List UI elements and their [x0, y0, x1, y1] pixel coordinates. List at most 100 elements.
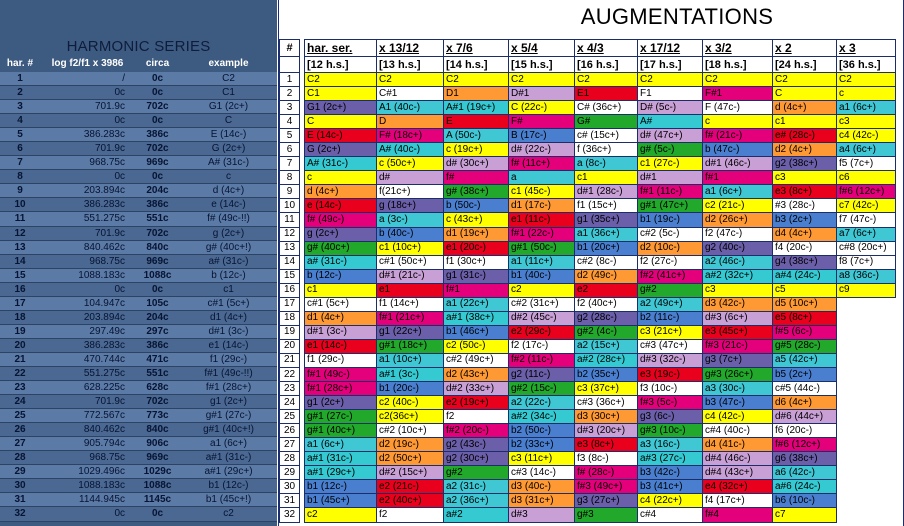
harmonic-series-rows: 1/0c C2 2 0c 0c C1 3 701.9c 702c G1 (2c+) 4 0c 0c C 5 3… — [0, 72, 277, 522]
note-cell: c2 — [508, 282, 575, 298]
note-cell: d#1 — [637, 170, 703, 186]
note-cell: e3 (45c+) — [702, 324, 773, 340]
har-number: 31 — [14, 494, 26, 506]
augmentation-row: 8 c d# f# a c1 d#1 f#1 c3 c6 — [279, 170, 896, 186]
note-cell: C2 — [772, 71, 837, 88]
note-cell: F# — [508, 114, 575, 130]
note-cell: f# (21c-) — [702, 128, 773, 144]
note-cell: c (50c+) — [376, 156, 444, 172]
note-cell: c1 — [772, 114, 837, 130]
note-cell: c#5 (44c-) — [772, 381, 837, 397]
note-cell: c6 — [836, 170, 896, 186]
note-cell: c1 (27c-) — [637, 156, 703, 172]
circa-value: 702c — [146, 101, 169, 113]
circa-value: 551c — [146, 367, 169, 379]
harmonic-series-panel: HARMONIC SERIES har. # log f2/f1 x 3986 … — [0, 0, 277, 526]
note-cell — [836, 367, 896, 382]
log-ratio: 772.567c — [83, 410, 125, 422]
note-cell: g1 (31c-) — [443, 268, 509, 284]
column-subheader: [18 h.s.] — [702, 56, 773, 73]
note-cell: d2 (4c+) — [772, 142, 837, 158]
note-cell: f6 (20c-) — [772, 423, 837, 439]
note-cell: c#1 (5c+) — [304, 296, 377, 312]
note-cell: e2 (21c-) — [376, 479, 444, 495]
note-cell: c (43c+) — [443, 212, 509, 228]
example-note: c#1 (5c+) — [207, 297, 250, 309]
harmonic-series-title: HARMONIC SERIES — [66, 38, 211, 55]
note-cell: g (18c+) — [376, 198, 444, 214]
note-cell — [836, 381, 896, 396]
row-index: 9 — [279, 184, 300, 200]
spacer — [299, 381, 305, 396]
note-cell: c#3 (47c+) — [637, 338, 703, 354]
log-ratio: 701.9c — [94, 227, 125, 239]
note-cell — [836, 353, 896, 368]
note-cell: d# (30c+) — [443, 156, 509, 172]
augmentation-row: 12 g (2c+) b (40c-) d1 (19c+) f#1 (22c-) a1 (… — [279, 226, 896, 242]
note-cell: g4 (38c+) — [772, 254, 837, 270]
note-cell: a4 (6c+) — [836, 142, 896, 158]
note-cell: g# (38c+) — [443, 184, 509, 200]
note-cell: #3 (28c-) — [772, 198, 837, 214]
row-index: 14 — [279, 254, 300, 270]
note-cell: g#1 (40c+) — [304, 423, 377, 439]
circa-value: 0c — [151, 73, 164, 84]
note-cell: c2 (21c-) — [702, 198, 773, 214]
note-cell: g# (40c+) — [304, 240, 377, 256]
row-index: 2 — [279, 86, 300, 102]
spacer — [299, 72, 305, 87]
har-number: 25 — [14, 410, 26, 422]
note-cell: d2 (10c-) — [637, 240, 703, 256]
note-cell: d3 (31c+) — [508, 493, 575, 509]
spacer — [299, 353, 305, 368]
note-cell: b3 (2c+) — [772, 212, 837, 228]
example-note: a#1 (29c+) — [204, 466, 253, 478]
example-note: d (4c+) — [212, 185, 245, 197]
spacer — [299, 423, 305, 438]
circa-value: 0c — [151, 115, 164, 127]
spacer — [299, 114, 305, 129]
note-cell: e2 (40c+) — [376, 493, 444, 509]
note-cell: a2 (49c+) — [637, 296, 703, 312]
column-subheader: [16 h.s.] — [574, 56, 638, 73]
header-har-number: har. # — [6, 58, 34, 69]
note-cell: g#3 (10c-) — [637, 423, 703, 439]
note-cell: g2 (43c-) — [443, 437, 509, 453]
log-ratio: 386.283c — [83, 199, 125, 211]
harmonic-row: 28 968.75c 969c a#1 (31c-) — [0, 451, 277, 466]
circa-value: 1088c — [143, 269, 172, 281]
note-cell: d (4c+) — [772, 100, 837, 116]
row-index: 30 — [279, 479, 300, 495]
log-ratio: 840.462c — [83, 424, 125, 436]
row-index: 7 — [279, 156, 300, 172]
log-ratio: 0c — [114, 171, 125, 183]
note-cell: d#3 (32c-) — [637, 352, 703, 368]
note-cell: f#2 (20c-) — [443, 423, 509, 439]
note-cell: c# (15c+) — [574, 128, 638, 144]
harmonic-row: 16 0c 0c c1 — [0, 282, 277, 297]
spacer — [299, 156, 305, 171]
note-cell: C2 — [376, 71, 444, 88]
note-cell: d#3 (20c+) — [574, 423, 638, 439]
example-note: a1 (6c+) — [210, 438, 247, 450]
note-cell: b6 (10c-) — [772, 493, 837, 509]
augmentation-row: 13 g# (40c+) c1 (10c+) e1 (20c-) g#1 (50c-) b… — [279, 240, 896, 256]
augmentation-row: 22 f#1 (49c-) a#1 (3c-) d2 (43c+) g2 (11c-) b… — [279, 366, 896, 383]
note-cell: d#1 (46c-) — [702, 156, 773, 172]
har-number: 32 — [14, 508, 26, 520]
augmentation-row: 11 f# (49c-) a (3c-) c (43c+) e1 (11c-) g1 (3… — [279, 212, 896, 228]
note-cell: c#2 (8c-) — [574, 254, 638, 270]
circa-value: 386c — [146, 129, 169, 141]
note-cell — [836, 325, 896, 340]
har-number: 1 — [17, 73, 23, 84]
log-ratio: 968.75c — [89, 255, 125, 267]
note-cell: C# (36c+) — [574, 100, 638, 116]
har-number: 13 — [14, 241, 26, 253]
note-cell: C — [304, 114, 377, 130]
note-cell: e1 — [376, 282, 444, 298]
note-cell: d#1 (21c-) — [376, 268, 444, 284]
augmentation-row: 19 d#1 (3c-) g1 (22c+) b1 (46c+) e2 (29c-) g#… — [279, 324, 896, 340]
note-cell: c3 — [836, 114, 896, 130]
log-ratio: 203.894c — [83, 185, 125, 197]
